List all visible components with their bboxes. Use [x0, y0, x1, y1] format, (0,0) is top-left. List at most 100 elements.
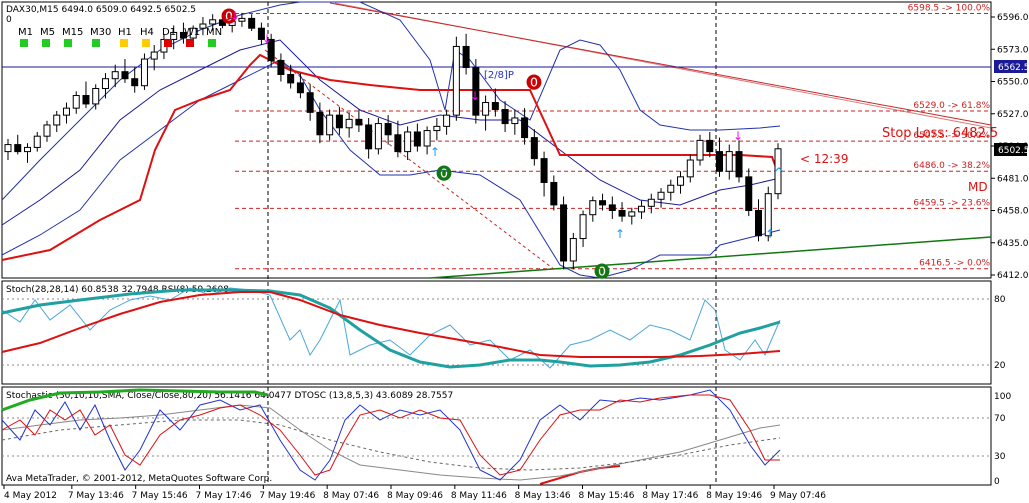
candle-body[interactable]: [111, 71, 119, 80]
candle-body[interactable]: [638, 205, 646, 213]
candle-body[interactable]: [277, 59, 285, 75]
bollinger-lower: [1, 59, 781, 279]
candle-body[interactable]: [306, 92, 314, 113]
candle-body[interactable]: [316, 111, 324, 136]
candle-body[interactable]: [365, 124, 373, 150]
candle-body[interactable]: [628, 211, 636, 217]
candle-body[interactable]: [287, 73, 295, 84]
candle-body[interactable]: [43, 124, 51, 137]
candle-body[interactable]: [257, 27, 265, 40]
candle-body[interactable]: [472, 66, 480, 116]
candle-body[interactable]: [423, 130, 431, 147]
candle-body[interactable]: [589, 200, 597, 216]
candle-body[interactable]: [131, 78, 139, 87]
candle-body[interactable]: [384, 123, 392, 136]
current-price-badge: [994, 143, 1027, 156]
candle-body[interactable]: [394, 134, 402, 153]
candle-body[interactable]: [452, 45, 460, 116]
stochastic-dtosc-panel[interactable]: [1, 386, 992, 486]
line-price-label: 6562.5: [998, 63, 1029, 73]
candle-body[interactable]: [530, 137, 538, 160]
candle-body[interactable]: [82, 95, 90, 105]
candle-body[interactable]: [170, 31, 178, 40]
candle-body[interactable]: [92, 88, 100, 105]
candle-body[interactable]: [209, 19, 217, 25]
candle-body[interactable]: [121, 71, 129, 80]
candle-body[interactable]: [696, 139, 704, 161]
timeframe-label: M1: [18, 27, 33, 38]
candle-body[interactable]: [267, 38, 275, 61]
candle-body[interactable]: [745, 176, 753, 211]
candle-body[interactable]: [657, 191, 665, 200]
fibonacci-levels: 6598.5 -> 100.0% 6529.0 -> 61.8% 6507.5 ->…: [235, 3, 991, 270]
candle-body[interactable]: [443, 114, 451, 127]
candle-body[interactable]: [374, 123, 382, 150]
candle-body[interactable]: [686, 159, 694, 178]
candle-body[interactable]: [618, 210, 626, 217]
candle-body[interactable]: [189, 27, 197, 39]
stoch-rsi-panel[interactable]: [1, 280, 992, 385]
candle-body[interactable]: [482, 102, 490, 116]
candle-body[interactable]: [101, 78, 109, 90]
candle-body[interactable]: [462, 45, 470, 68]
main-price-panel[interactable]: [1, 1, 992, 279]
candle-body[interactable]: [238, 17, 246, 22]
candle-body[interactable]: [511, 117, 519, 125]
candle-body[interactable]: [647, 198, 655, 207]
candle-body[interactable]: [540, 158, 548, 183]
candle-body[interactable]: [716, 151, 724, 172]
timeframe-status-icon: [186, 39, 194, 47]
timeframe-status-icon: [92, 39, 100, 47]
candle-body[interactable]: [491, 102, 499, 111]
candle-body[interactable]: [404, 131, 412, 153]
candle-body[interactable]: [335, 114, 343, 129]
fib-level-label: 6598.5 -> 100.0%: [908, 3, 991, 13]
candle-body[interactable]: [706, 139, 714, 153]
candle-body[interactable]: [53, 114, 61, 126]
timeframe-status-icon: [20, 39, 28, 47]
timeframe-label: H1: [118, 27, 132, 38]
candle-body[interactable]: [579, 214, 587, 240]
zero-label: 0: [6, 15, 12, 25]
candle-body[interactable]: [140, 58, 148, 87]
support-trendline[interactable]: [429, 236, 992, 279]
candle-body[interactable]: [150, 51, 158, 60]
candle-body[interactable]: [296, 82, 304, 94]
candle-body[interactable]: [667, 184, 675, 193]
fib-base-line: [264, 49, 556, 271]
candle-body[interactable]: [14, 144, 22, 153]
candle-body[interactable]: [764, 193, 772, 237]
candle-body[interactable]: [521, 117, 529, 139]
resistance-trendline-2[interactable]: [334, 2, 992, 129]
candle-body[interactable]: [550, 181, 558, 206]
candle-body[interactable]: [355, 118, 363, 126]
candle-body[interactable]: [199, 23, 207, 29]
candle-body[interactable]: [433, 125, 441, 132]
time-axis: 4 May 2012 7 May 13:46 7 May 15:46 7 May 17…: [3, 485, 826, 501]
candle-body[interactable]: [725, 151, 733, 172]
candle-body[interactable]: [608, 204, 616, 212]
candle-body[interactable]: [23, 146, 31, 153]
candle-body[interactable]: [774, 148, 782, 195]
candle-body[interactable]: [560, 204, 568, 262]
candle-body[interactable]: [62, 107, 70, 116]
candle-body[interactable]: [735, 151, 743, 178]
candle-body[interactable]: [218, 19, 226, 26]
candle-body[interactable]: [179, 31, 187, 39]
candle-body[interactable]: [677, 176, 685, 186]
stoch-main-line: [1, 288, 781, 369]
candle-body[interactable]: [569, 238, 577, 262]
candle-body[interactable]: [4, 144, 12, 153]
candle-body[interactable]: [248, 17, 256, 29]
candle-body[interactable]: [33, 135, 41, 148]
candle-body[interactable]: [599, 200, 607, 206]
candle-body[interactable]: [326, 114, 334, 136]
candlestick-series[interactable]: [4, 12, 782, 270]
candle-body[interactable]: [345, 118, 353, 129]
candle-body[interactable]: [755, 210, 763, 237]
candle-body[interactable]: [72, 95, 80, 109]
candle-body[interactable]: [501, 109, 509, 125]
candle-body[interactable]: [228, 20, 236, 26]
candle-body[interactable]: [413, 131, 421, 147]
